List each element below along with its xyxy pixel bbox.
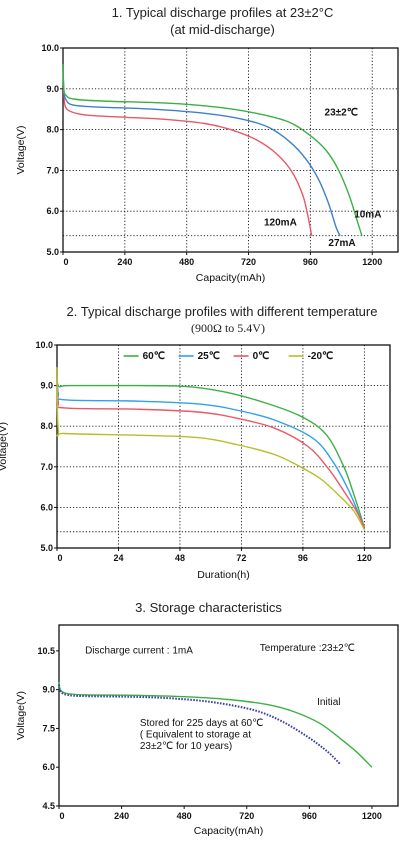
y-tick-label: 4.5 — [42, 801, 55, 811]
annotation: 23±2℃ — [325, 107, 358, 118]
annotation: Temperature :23±2℃ — [260, 643, 355, 654]
series-line — [56, 367, 366, 528]
x-tick-label: 240 — [117, 257, 132, 267]
y-tick-label: 10.5 — [37, 646, 55, 656]
annotation: Stored for 225 days at 60℃ — [140, 718, 264, 729]
series-line — [62, 64, 313, 236]
chart-title: 1. Typical discharge profiles at 23±2°C — [112, 5, 334, 20]
x-tick-label: 24 — [113, 553, 123, 563]
legend-label: 0℃ — [253, 351, 270, 362]
x-axis-label: Capacity(mAh) — [194, 825, 263, 837]
x-tick-label: 0 — [57, 553, 62, 563]
y-tick-label: 7.0 — [46, 165, 59, 175]
series-line — [62, 64, 363, 236]
y-tick-label: 10.0 — [41, 43, 59, 53]
annotation: 27mA — [328, 238, 355, 249]
chart-3: 3. Storage characteristics 0 240 480 720 960 1… — [15, 600, 399, 837]
y-tick-label: 5.0 — [46, 247, 59, 257]
chart-subtitle: (900Ω to 5.4V) — [191, 321, 265, 335]
x-tick-label: 72 — [236, 553, 246, 563]
plot-frame — [58, 624, 399, 807]
chart-1: 1. Typical discharge profiles at 23±2°C (… — [15, 5, 399, 284]
legend: 60℃ 25℃ 0℃ -20℃ — [123, 351, 334, 362]
x-tick-label: 240 — [114, 811, 129, 821]
legend-label: -20℃ — [308, 351, 334, 362]
x-tick-label: 720 — [239, 811, 254, 821]
y-tick-label: 8.0 — [46, 125, 59, 135]
x-tick-label: 1200 — [362, 257, 382, 267]
annotation: Discharge current : 1mA — [85, 645, 193, 656]
x-tick-label: 96 — [298, 553, 308, 563]
y-tick-label: 9.0 — [42, 685, 55, 695]
y-tick-label: 7.0 — [40, 462, 53, 472]
series-line — [56, 367, 366, 528]
x-tick-label: 960 — [303, 257, 318, 267]
y-tick-label: 9.0 — [40, 381, 53, 391]
y-tick-label: 6.0 — [46, 206, 59, 216]
x-tick-label: 120 — [357, 553, 372, 563]
x-axis-label: Capacity(mAh) — [196, 272, 265, 284]
x-tick-label: 720 — [241, 257, 256, 267]
annotation: 23±2℃ for 10 years) — [140, 741, 232, 752]
chart-subtitle: (at mid-discharge) — [170, 22, 275, 37]
annotation: 120mA — [264, 217, 297, 228]
chart-2: 2. Typical discharge profiles with diffe… — [0, 304, 391, 581]
plot-frame — [56, 344, 391, 549]
y-tick-label: 6.0 — [42, 762, 55, 772]
y-tick-label: 5.0 — [40, 543, 53, 553]
chart-title: 3. Storage characteristics — [135, 600, 282, 615]
y-axis-label: Voltage(V) — [15, 691, 27, 740]
x-tick-label: 1200 — [362, 811, 382, 821]
y-tick-label: 10.0 — [35, 340, 53, 350]
annotation: ( Equivalent to storage at — [140, 729, 251, 740]
annotation: 10mA — [354, 209, 381, 220]
series-line — [62, 64, 341, 237]
series-line — [56, 367, 366, 531]
legend-label: 60℃ — [143, 351, 165, 362]
legend-label: 25℃ — [198, 351, 220, 362]
y-tick-label: 9.0 — [46, 84, 59, 94]
series-line — [56, 367, 366, 529]
x-tick-label: 0 — [63, 257, 68, 267]
x-tick-label: 480 — [177, 811, 192, 821]
x-axis-label: Duration(h) — [197, 569, 250, 581]
y-tick-label: 7.5 — [42, 723, 55, 733]
annotation: Initial — [317, 697, 340, 708]
series-line — [58, 681, 373, 768]
plot-frame — [62, 47, 399, 253]
y-tick-label: 8.0 — [40, 421, 53, 431]
x-tick-label: 960 — [302, 811, 317, 821]
y-tick-label: 6.0 — [40, 502, 53, 512]
series-line — [58, 684, 342, 766]
x-tick-label: 480 — [179, 257, 194, 267]
y-axis-label: Voltage(V) — [0, 422, 9, 471]
y-axis-label: Voltage(V) — [15, 125, 27, 174]
chart-title: 2. Typical discharge profiles with diffe… — [67, 304, 378, 319]
x-tick-label: 0 — [59, 811, 64, 821]
x-tick-label: 48 — [175, 553, 185, 563]
